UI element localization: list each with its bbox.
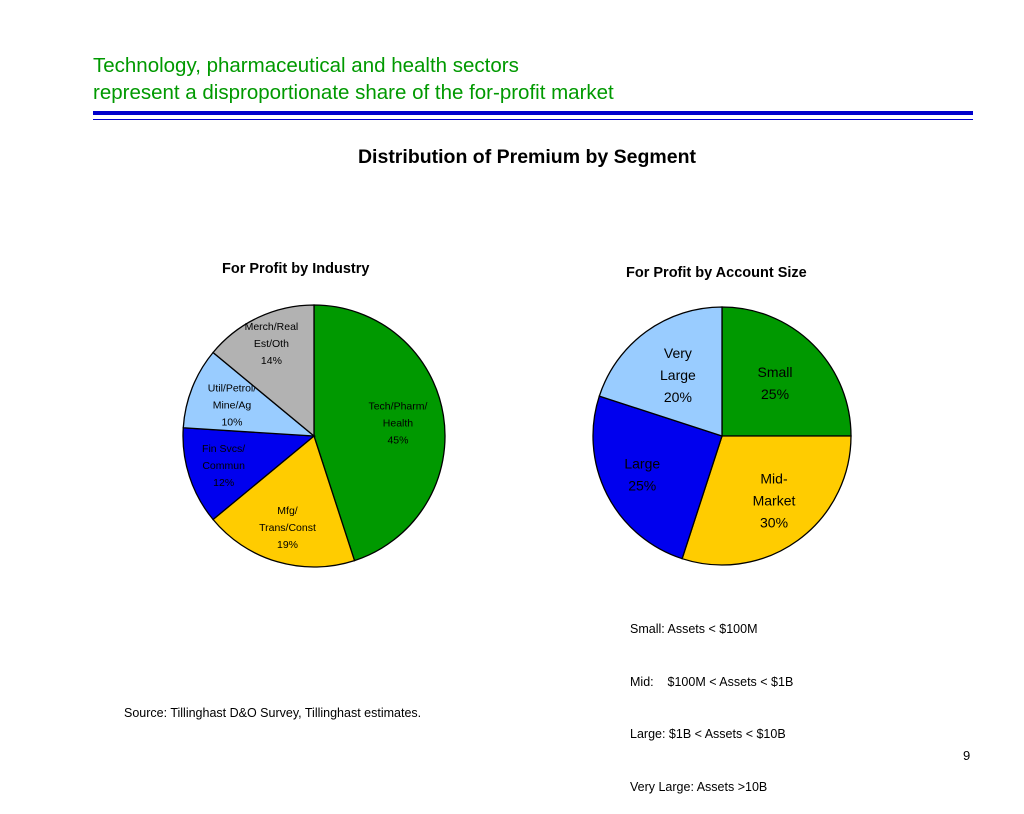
account-size-pie-slice-1 [681,435,852,566]
title-divider-thick [93,111,973,115]
legend-line-small: Small: Assets < $100M [630,622,758,636]
account-size-pie-slice-label-1: Mid-Market 30% [753,471,796,531]
legend-line-mid: Mid: $100M < Assets < $1B [630,674,794,689]
account-size-pie-slice-label-3: Very Large 20% [660,345,696,405]
title-divider-thin [93,119,973,120]
industry-pie-slice-2 [182,427,316,521]
account-size-pie-slice-0 [721,306,852,437]
account-size-pie-slice-3 [598,306,723,437]
industry-pie-slice-3 [182,351,316,437]
slide-title-line-1: Technology, pharmaceutical and health se… [93,54,519,77]
account-size-pie-title: For Profit by Account Size [626,265,807,281]
legend-line-large: Large: $1B < Assets < $10B [630,727,786,741]
industry-pie-slice-4 [212,304,315,438]
source-note: Source: Tillinghast D&O Survey, Tillingh… [124,706,422,720]
industry-pie-slice-label-2: Fin Svcs/Commun 12% [202,443,245,489]
account-size-pie-chart: Small 25% Mid-Market 30% Large 25% Very Large 20… [592,306,852,566]
industry-pie-slice-label-1: Mfg/Trans/Const 19% [259,505,316,551]
page-number: 9 [963,748,971,763]
account-size-pie-slice-2 [592,395,723,560]
industry-pie-slice-label-3: Util/Petrol/Mine/Ag 10% [208,382,257,428]
chart-heading: Distribution of Premium by Segment [357,146,697,168]
account-size-legend: Small: Assets < $100M Mid: $100M < Asset… [630,586,793,814]
account-size-pie-slice-label-2: Large 25% [624,455,660,493]
industry-pie-slice-label-4: Merch/Real Est/Oth 14% [245,321,299,367]
legend-line-very-large: Very Large: Assets >10B [630,779,768,794]
industry-pie-title: For Profit by Industry [222,261,370,277]
industry-pie-slice-0 [313,304,446,562]
industry-pie-slice-1 [212,434,356,568]
account-size-pie-slice-label-0: Small 25% [758,364,793,402]
slide-title: Technology, pharmaceutical and health se… [93,52,614,106]
pie-charts-canvas: Tech/Pharm/Health 45% Mfg/Trans/Const 19% Fi… [182,304,852,568]
industry-pie-slice-label-0: Tech/Pharm/Health 45% [368,400,427,446]
slide-title-line-2: represent a disproportionate share of th… [93,81,614,104]
industry-pie-chart: Tech/Pharm/Health 45% Mfg/Trans/Const 19% Fi… [182,304,446,568]
